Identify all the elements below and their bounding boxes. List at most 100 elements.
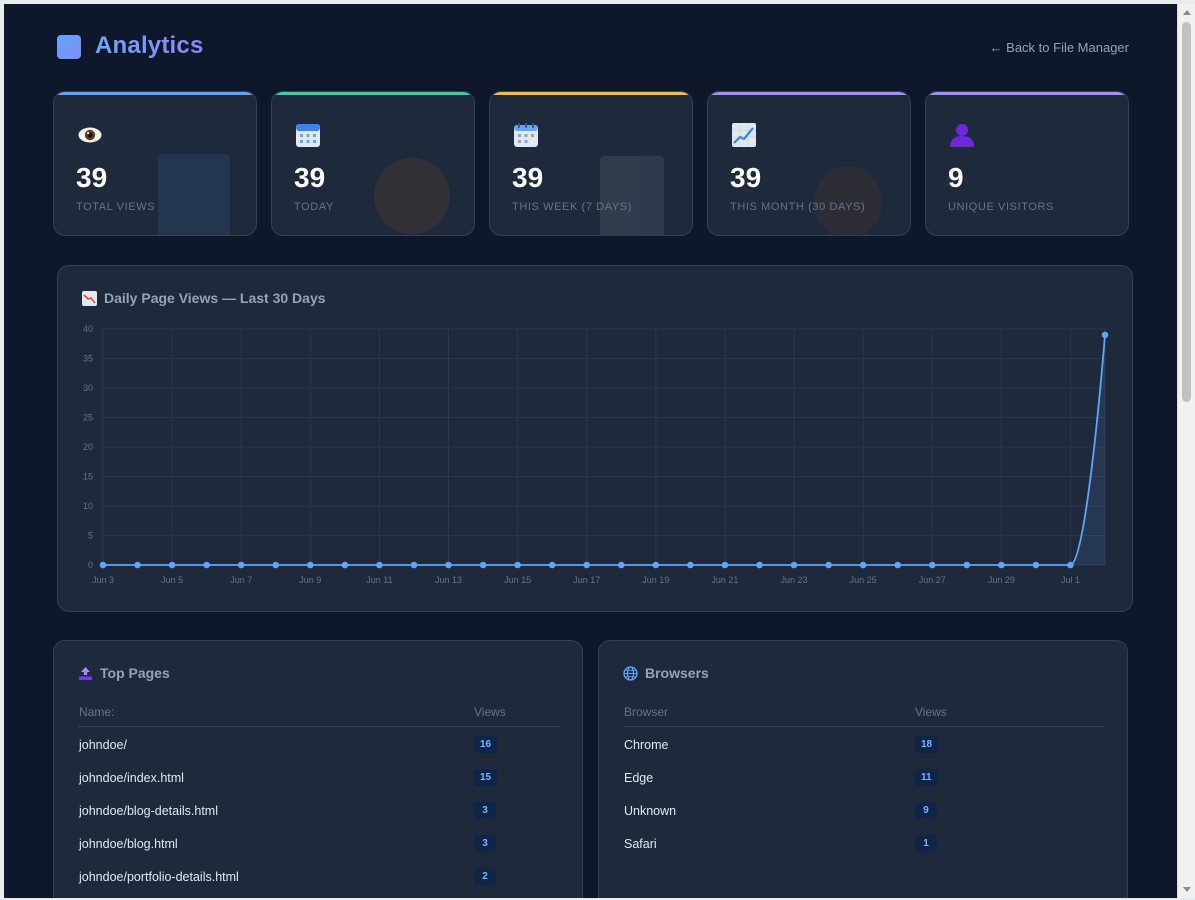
stat-value: 9 [948, 162, 964, 193]
data-point [825, 561, 832, 569]
table-row: johndoe/index.html 15 [78, 769, 560, 804]
browser-name: Safari [624, 837, 657, 851]
table-row: johndoe/portfolio-details.html 2 [78, 868, 560, 898]
data-point [756, 561, 763, 569]
browsers-table-header: Browser Views [623, 705, 1105, 727]
daily-views-chart-panel: 0 5 10 15 20 25 30 35 40 Jun 3 Jun 5 Jun 7 Jun 9 Jun … [57, 265, 1133, 612]
data-point [790, 561, 798, 569]
stat-card-this-month: 39 THIS MONTH (30 DAYS) [707, 91, 911, 236]
views-badge: 15 [474, 769, 498, 786]
back-to-file-manager-link[interactable]: ← Back to File Manager [989, 40, 1129, 55]
data-point [617, 561, 625, 569]
y-tick-label: 25 [83, 413, 93, 423]
page-name: johndoe/ [79, 738, 127, 752]
data-point [721, 561, 729, 569]
page-name: johndoe/index.html [79, 771, 184, 785]
data-point [652, 561, 660, 569]
data-point [687, 561, 694, 569]
stat-value: 39 [76, 162, 108, 193]
data-point [341, 561, 349, 569]
views-badge: 3 [474, 802, 496, 819]
data-point [583, 561, 591, 569]
y-tick-label: 35 [83, 354, 93, 364]
data-point [548, 561, 556, 569]
card-accent-line [490, 92, 692, 95]
x-tick-label: Jun 29 [988, 575, 1015, 585]
page-name: johndoe/blog.html [79, 837, 178, 851]
user-silhouette-icon [950, 124, 974, 147]
stat-label: UNIQUE VISITORS [948, 201, 1054, 213]
chart-decreasing-icon [82, 290, 97, 306]
globe-icon [623, 665, 638, 681]
page-name: johndoe/portfolio-details.html [79, 870, 239, 884]
scroll-up-arrow-icon[interactable] [1183, 10, 1191, 15]
data-point [237, 561, 245, 569]
stat-card-unique-visitors: 9 UNIQUE VISITORS [925, 91, 1129, 236]
app-window: Analytics ← Back to File Manager 39 TOTA… [4, 4, 1177, 898]
analytics-logo-icon [57, 35, 81, 59]
x-tick-label: Jun 15 [504, 575, 531, 585]
x-tick-label: Jul 1 [1061, 575, 1080, 585]
data-point [376, 561, 383, 569]
calendar-icon [296, 124, 320, 147]
card-accent-line [54, 92, 256, 95]
x-tick-label: Jun 3 [92, 575, 114, 585]
table-row: johndoe/blog.html 3 [78, 835, 560, 870]
stat-value: 39 [294, 162, 326, 193]
views-badge: 2 [474, 868, 496, 885]
browsers-panel: Browsers Browser Views Chrome 18 Edge 11… [598, 640, 1128, 898]
stat-value: 39 [730, 162, 762, 193]
spiral-calendar-icon [514, 123, 538, 147]
table-row: Safari 1 [623, 835, 1105, 870]
data-point [134, 561, 141, 569]
page-header: Analytics ← Back to File Manager [57, 32, 1129, 64]
data-point [514, 561, 521, 569]
top-pages-title-text: Top Pages [100, 665, 170, 681]
x-tick-label: Jun 9 [299, 575, 321, 585]
card-accent-line [926, 92, 1128, 95]
column-header-browser: Browser [624, 705, 669, 719]
stat-card-this-week: 39 THIS WEEK (7 DAYS) [489, 91, 693, 236]
x-tick-label: Jun 11 [366, 575, 392, 585]
y-tick-label: 10 [83, 501, 93, 511]
stat-label: TODAY [294, 201, 334, 213]
views-badge: 3 [474, 835, 496, 852]
vertical-scrollbar[interactable] [1177, 4, 1195, 898]
stat-card-today: 39 TODAY [271, 91, 475, 236]
y-tick-label: 20 [83, 442, 93, 452]
table-row: johndoe/blog-details.html 3 [78, 802, 560, 837]
data-point [307, 561, 314, 569]
stat-label: THIS MONTH (30 DAYS) [730, 201, 866, 213]
data-point [99, 561, 107, 569]
card-background-icon [158, 154, 230, 235]
y-tick-label: 15 [83, 472, 93, 482]
x-tick-label: Jun 27 [919, 575, 946, 585]
series-area [103, 334, 1105, 565]
scrollbar-thumb[interactable] [1182, 22, 1191, 402]
data-point [894, 561, 901, 569]
card-background-icon [600, 156, 664, 235]
browsers-title: Browsers [623, 665, 709, 681]
y-tick-label: 5 [88, 531, 93, 541]
x-tick-label: Jun 17 [573, 575, 600, 585]
card-background-icon [374, 158, 450, 234]
x-tick-label: Jun 19 [642, 575, 669, 585]
column-header-views: Views [474, 705, 506, 719]
card-accent-line [272, 92, 474, 95]
browser-name: Edge [624, 771, 654, 785]
data-point [1032, 561, 1040, 569]
chart-increasing-icon [732, 123, 756, 147]
daily-views-chart: 0 5 10 15 20 25 30 35 40 Jun 3 Jun 5 Jun 7 Jun 9 Jun … [83, 324, 1109, 585]
data-point [928, 561, 936, 569]
data-point [998, 561, 1005, 569]
top-pages-panel: Top Pages Name: Views johndoe/ 16 johndo… [53, 640, 583, 898]
data-point [1101, 331, 1109, 339]
chart-panel-title: Daily Page Views — Last 30 Days [82, 290, 326, 306]
column-header-views: Views [915, 705, 947, 719]
data-point [963, 561, 971, 569]
data-point [410, 561, 418, 569]
table-row: Unknown 9 [623, 802, 1105, 837]
scroll-down-arrow-icon[interactable] [1183, 887, 1191, 892]
data-point [272, 561, 280, 569]
column-header-name: Name: [79, 705, 115, 719]
